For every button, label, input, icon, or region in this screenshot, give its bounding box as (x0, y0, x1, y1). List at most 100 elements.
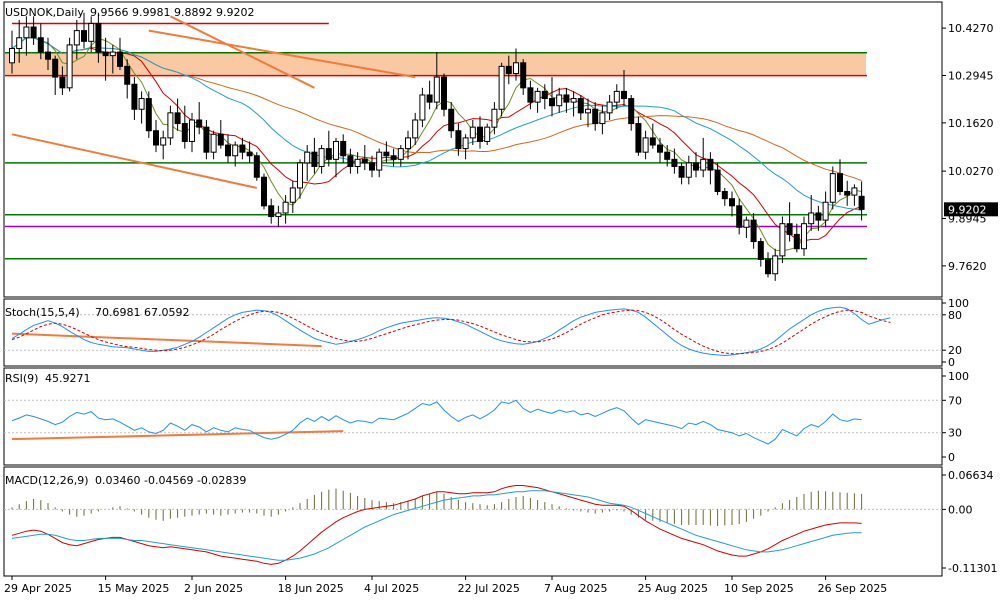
candle-body (851, 187, 858, 196)
time-tick-label: 4 Jul 2025 (364, 582, 419, 595)
candle-body (541, 90, 548, 100)
candle-body (268, 205, 275, 218)
trendline[interactable] (169, 15, 315, 89)
time-tick-label: 22 Jul 2025 (458, 582, 520, 595)
candle-body (793, 233, 800, 250)
candle-body (808, 212, 815, 225)
candle-body (30, 26, 37, 39)
candle-body (275, 212, 282, 218)
price-axis-tick-label: 10.1620 (948, 117, 994, 130)
candle-body (426, 94, 433, 103)
moving-average-line (11, 37, 862, 242)
rsi-series-line (11, 399, 862, 445)
trendline[interactable] (11, 133, 258, 189)
candle-body (585, 108, 591, 114)
time-tick-label: 2 Jun 2025 (184, 582, 243, 595)
price-panel[interactable]: 10.427010.294510.162010.02709.89459.7620… (3, 1, 998, 298)
candle-body (837, 173, 843, 193)
macd-panel[interactable]: 0.06634 0.00 -0.11301 (3, 466, 997, 577)
candle-body (577, 98, 584, 114)
candle-body (534, 90, 541, 103)
candle-body (354, 158, 361, 167)
candle-body (433, 76, 440, 103)
candle-body (261, 176, 267, 207)
rsi-axis-tick-label: 70 (948, 394, 962, 407)
candle-body (311, 151, 318, 167)
time-tick-label: 18 Jun 2025 (278, 582, 344, 595)
rsi-axis-tick-label: 100 (948, 370, 969, 383)
candle-body (736, 205, 743, 228)
candle-body (318, 148, 325, 167)
candle-body (405, 137, 411, 150)
candle-body (174, 112, 181, 125)
candle-body (477, 126, 483, 142)
time-tick-label: 15 May 2025 (98, 582, 170, 595)
rsi-axis-tick-label: 30 (948, 427, 962, 440)
candle-body (613, 90, 620, 103)
candle-body (81, 30, 87, 42)
candle-body (109, 51, 116, 57)
macd-axis-tick-label: -0.11301 (948, 562, 997, 575)
stoch-axis-tick-label: 0 (948, 356, 955, 369)
candle-body (117, 51, 123, 67)
ohlc-readout: 9.9566 9.9981 9.8892 9.9202 (90, 6, 254, 19)
candle-body (131, 83, 138, 110)
candle-body (376, 151, 383, 171)
candle-body (102, 51, 109, 57)
candle-body (649, 137, 656, 146)
time-tick-label: 29 Apr 2025 (4, 582, 72, 595)
macd-axis-tick-label: 0.00 (948, 503, 973, 516)
candle-body (621, 90, 627, 100)
candle-body (304, 151, 311, 164)
candle-body (505, 65, 512, 75)
candle-body (693, 162, 699, 171)
candle-body (138, 98, 145, 110)
macd-series-line (11, 485, 862, 565)
candle-body (786, 223, 793, 235)
candle-body (59, 76, 66, 89)
time-axis: 29 Apr 2025 15 May 2025 2 Jun 2025 18 Jun 2… (4, 576, 887, 595)
candle-body (297, 162, 303, 189)
stoch-axis-tick-label: 20 (948, 344, 962, 357)
candle-body (563, 94, 570, 103)
candle-body (246, 151, 253, 157)
candle-body (844, 191, 851, 196)
candle-body (289, 187, 296, 203)
candle-body (549, 98, 555, 107)
candle-body (160, 137, 167, 146)
stoch-trendline[interactable] (11, 332, 322, 348)
rsi-panel[interactable]: 100 70 30 0 (3, 367, 969, 466)
candle-body (340, 140, 347, 157)
candle-body (685, 162, 692, 178)
candle-body (801, 223, 807, 250)
candle-body (657, 144, 663, 153)
candle-body (772, 255, 779, 275)
candle-body (455, 130, 462, 150)
candle-body (779, 223, 786, 257)
candle-body (347, 155, 354, 167)
stoch-label: Stoch(15,5,4) (5, 306, 80, 319)
candle-body (700, 158, 707, 171)
price-axis-tick-label: 9.7620 (948, 260, 987, 273)
macd-series-line (11, 490, 862, 561)
candle-body (815, 212, 822, 221)
candle-body (225, 144, 231, 157)
candle-body (635, 123, 642, 153)
candle-body (721, 191, 728, 200)
stoch-axis-tick-label: 80 (948, 309, 962, 322)
candle-body (491, 108, 498, 128)
resistance-zone (5, 52, 866, 76)
price-axis-tick-label: 10.4270 (948, 22, 994, 35)
candle-body (390, 155, 397, 160)
trendline[interactable] (148, 29, 416, 79)
candle-body (45, 51, 51, 60)
candle-body (9, 47, 15, 64)
candle-body (448, 108, 455, 132)
candle-body (642, 137, 649, 153)
candle-body (671, 158, 678, 167)
candle-body (217, 133, 224, 146)
candle-body (73, 30, 80, 46)
candle-body (412, 119, 419, 139)
